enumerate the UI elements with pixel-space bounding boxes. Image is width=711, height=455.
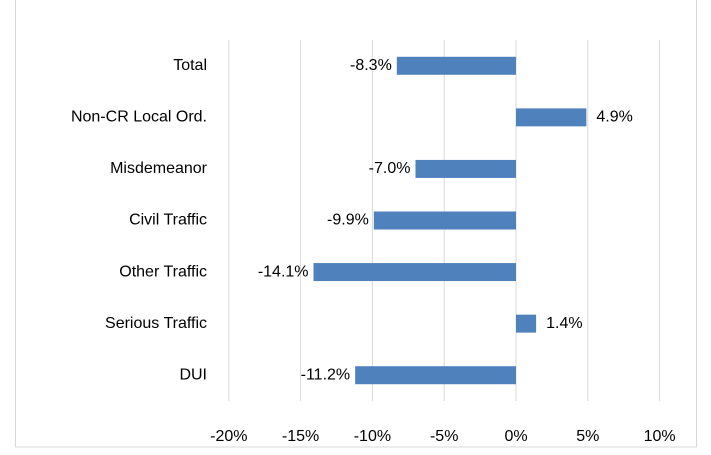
value-label: -9.9% <box>327 212 369 229</box>
bar <box>313 263 516 282</box>
x-tick-label: -20% <box>210 428 247 445</box>
value-label: -14.1% <box>258 263 309 280</box>
bar <box>516 314 537 333</box>
y-tick-label: DUI <box>179 366 207 383</box>
x-tick-label: 5% <box>576 428 599 445</box>
x-tick-label: 10% <box>644 428 676 445</box>
x-tick-label: 0% <box>504 428 527 445</box>
y-tick-label: Serious Traffic <box>105 315 207 332</box>
x-tick-label: -10% <box>354 428 391 445</box>
value-label: 1.4% <box>546 315 582 332</box>
value-label: -7.0% <box>369 160 411 177</box>
bar <box>415 159 516 178</box>
x-tick-label: -5% <box>430 428 458 445</box>
y-tick-label: Misdemeanor <box>110 160 208 177</box>
y-tick-label: Civil Traffic <box>129 212 207 229</box>
y-tick-label: Other Traffic <box>119 263 207 280</box>
y-tick-label: Total <box>173 57 207 74</box>
value-label: 4.9% <box>596 109 632 126</box>
bar <box>373 211 516 230</box>
x-tick-label: -15% <box>282 428 319 445</box>
bar <box>516 108 587 127</box>
value-label: -11.2% <box>301 366 351 383</box>
value-label: -8.3% <box>350 57 392 74</box>
bar <box>396 56 516 75</box>
bar <box>355 366 516 385</box>
y-tick-label: Non-CR Local Ord. <box>71 109 207 126</box>
